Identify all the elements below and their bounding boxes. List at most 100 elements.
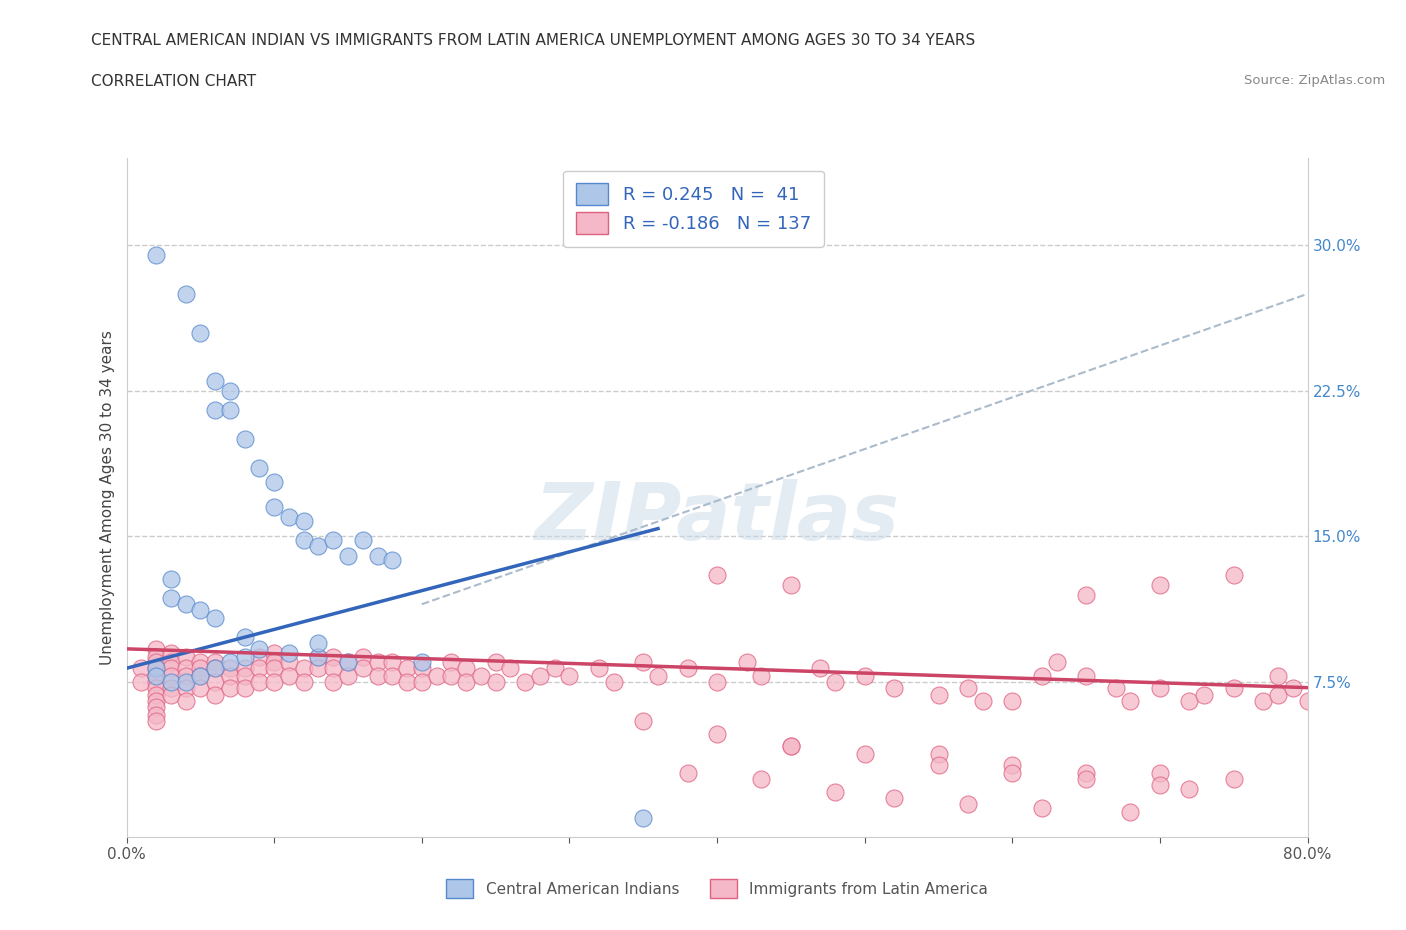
Point <box>307 635 329 650</box>
Point <box>322 661 344 676</box>
Point <box>706 674 728 689</box>
Point <box>219 669 242 684</box>
Point <box>145 661 167 676</box>
Point <box>1045 655 1069 670</box>
Point <box>337 655 360 670</box>
Point <box>853 746 876 761</box>
Point <box>174 649 197 664</box>
Point <box>145 669 167 684</box>
Point <box>366 655 388 670</box>
Point <box>928 688 950 703</box>
Point <box>145 680 167 695</box>
Point <box>956 680 979 695</box>
Point <box>631 713 654 728</box>
Point <box>1105 680 1128 695</box>
Point <box>1267 669 1289 684</box>
Point <box>145 674 167 689</box>
Point <box>159 669 183 684</box>
Point <box>204 374 226 389</box>
Point <box>706 726 728 741</box>
Point <box>1076 765 1098 780</box>
Point <box>204 403 226 418</box>
Point <box>219 403 242 418</box>
Point <box>1192 688 1215 703</box>
Point <box>440 655 463 670</box>
Point <box>1251 694 1274 709</box>
Point <box>779 578 801 592</box>
Point <box>188 603 211 618</box>
Point <box>219 655 242 670</box>
Point <box>1282 680 1305 695</box>
Legend: Central American Indians, Immigrants from Latin America: Central American Indians, Immigrants fro… <box>440 873 994 904</box>
Point <box>188 661 211 676</box>
Point <box>396 674 419 689</box>
Point <box>337 549 360 564</box>
Point <box>307 649 329 664</box>
Point <box>204 674 226 689</box>
Point <box>219 383 242 398</box>
Point <box>425 669 447 684</box>
Point <box>484 655 508 670</box>
Point <box>352 649 374 664</box>
Point <box>956 797 979 812</box>
Point <box>337 655 360 670</box>
Point <box>1222 680 1246 695</box>
Point <box>928 746 950 761</box>
Point <box>515 674 537 689</box>
Point <box>1149 578 1171 592</box>
Point <box>1031 669 1053 684</box>
Point <box>676 765 699 780</box>
Point <box>1119 804 1142 819</box>
Point <box>292 513 315 528</box>
Point <box>751 669 773 684</box>
Point <box>263 499 285 514</box>
Point <box>145 649 167 664</box>
Point <box>853 669 876 684</box>
Point <box>603 674 626 689</box>
Point <box>263 674 285 689</box>
Point <box>322 649 344 664</box>
Point <box>145 655 167 670</box>
Point <box>779 738 801 753</box>
Point <box>159 645 183 660</box>
Point <box>174 597 197 612</box>
Point <box>174 694 197 709</box>
Point <box>1149 765 1171 780</box>
Point <box>159 655 183 670</box>
Point <box>883 790 905 805</box>
Point <box>1076 771 1098 786</box>
Point <box>247 661 270 676</box>
Point <box>396 661 419 676</box>
Point <box>779 738 801 753</box>
Point <box>292 661 315 676</box>
Point <box>366 549 388 564</box>
Point <box>735 655 758 670</box>
Point <box>263 655 285 670</box>
Point <box>174 661 197 676</box>
Point <box>145 661 167 676</box>
Point <box>928 758 950 773</box>
Point <box>145 708 167 723</box>
Point <box>233 432 256 446</box>
Point <box>204 661 226 676</box>
Point <box>145 699 167 714</box>
Point <box>676 661 699 676</box>
Point <box>454 661 477 676</box>
Point <box>247 461 270 476</box>
Point <box>1001 694 1024 709</box>
Point <box>278 510 301 525</box>
Point <box>1001 765 1024 780</box>
Point <box>233 680 256 695</box>
Point <box>972 694 994 709</box>
Point <box>219 661 242 676</box>
Point <box>883 680 905 695</box>
Point <box>159 680 183 695</box>
Point <box>631 810 654 825</box>
Point <box>233 661 256 676</box>
Point <box>247 642 270 657</box>
Point <box>529 669 551 684</box>
Point <box>352 661 374 676</box>
Point <box>322 533 344 548</box>
Point <box>292 674 315 689</box>
Point <box>204 655 226 670</box>
